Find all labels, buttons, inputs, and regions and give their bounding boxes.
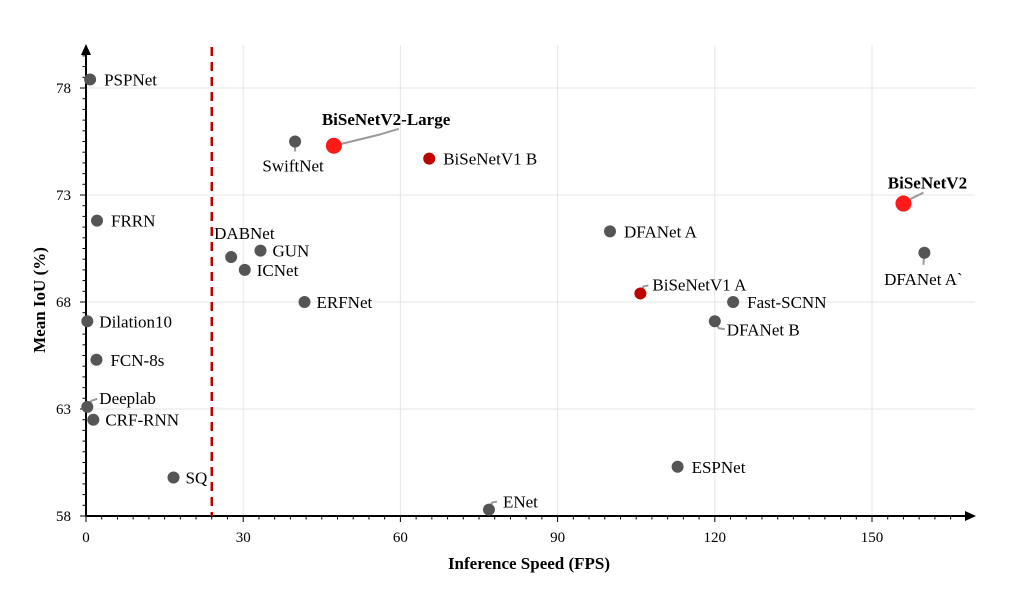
label-crf-rnn: CRF-RNN [105,411,179,430]
label-bisenetv2-large: BiSeNetV2-Large [322,110,451,129]
label-enet: ENet [503,493,538,512]
point-bisenetv2-large [325,137,342,154]
point-bisenetv1-a [634,287,647,300]
point-bisenetv1-b [423,152,436,165]
y-tick-label: 63 [56,402,71,418]
label-dilation10: Dilation10 [99,312,172,331]
label-icnet: ICNet [257,261,299,280]
y-tick-label: 73 [56,188,71,204]
x-tick-label: 90 [550,530,565,546]
x-tick-label: 30 [236,530,251,546]
point-gun [254,244,267,257]
x-tick-label: 150 [861,530,884,546]
point-labels: PSPNet FRRN Dilation10 FCN-8s Deeplab CRF-RNN… [99,70,967,511]
label-swiftnet: SwiftNet [262,157,324,176]
point-swiftnet [289,135,302,148]
point-dfanet-a [918,246,931,259]
x-tick-label: 0 [82,530,90,546]
label-bisenetv2: BiSeNetV2 [888,174,967,193]
axes: 0 30 60 90 120 150 58 63 68 73 78 [56,44,976,546]
label-fcn-8s: FCN-8s [110,351,164,370]
x-tick-label: 60 [393,530,408,546]
point-dfanet-a [604,225,616,238]
point-dfanet-b [708,315,721,328]
label-gun: GUN [272,242,309,261]
label-dfanet-a: DFANet A [624,222,698,241]
y-tick-label: 58 [56,509,71,525]
leader-bisenetv2-large [333,127,400,147]
point-dabnet [225,251,238,264]
label-bisenetv1-a: BiSeNetV1 A [652,275,747,294]
label-deeplab: Deeplab [99,389,156,408]
label-bisenetv1-b: BiSeNetV1 B [443,150,537,169]
point-fcn-8s [90,353,103,366]
label-frrn: FRRN [111,212,155,231]
point-erfnet [298,296,311,308]
point-dilation10 [81,315,94,328]
point-deeplab [81,400,94,413]
x-tick-label: 120 [704,530,727,546]
y-axis-label: Mean IoU (%) [30,247,49,353]
y-tick-label: 68 [56,295,71,311]
y-axis-arrow [81,44,91,55]
point-fast-scnn [727,296,740,308]
point-crf-rnn [87,413,100,426]
point-enet [482,503,495,516]
data-points [81,73,931,516]
y-tick-label: 78 [56,81,71,97]
point-icnet [238,263,251,276]
label-dfanet-b: DFANet B [727,320,800,339]
label-espnet: ESPNet [692,458,746,477]
label-pspnet: PSPNet [104,70,157,89]
label-erfnet: ERFNet [317,293,373,312]
label-fast-scnn: Fast-SCNN [747,293,826,312]
point-frrn [91,214,104,227]
label-dabnet: DABNet [214,224,275,243]
point-pspnet [84,73,97,86]
x-axis-arrow [965,511,976,521]
point-espnet [671,460,684,473]
grid [86,45,975,516]
x-axis-label: Inference Speed (FPS) [448,554,610,573]
label-sq: SQ [186,468,208,487]
point-bisenetv2 [895,195,912,212]
label-dfanet-a: DFANet A` [884,270,963,289]
point-sq [167,471,180,484]
